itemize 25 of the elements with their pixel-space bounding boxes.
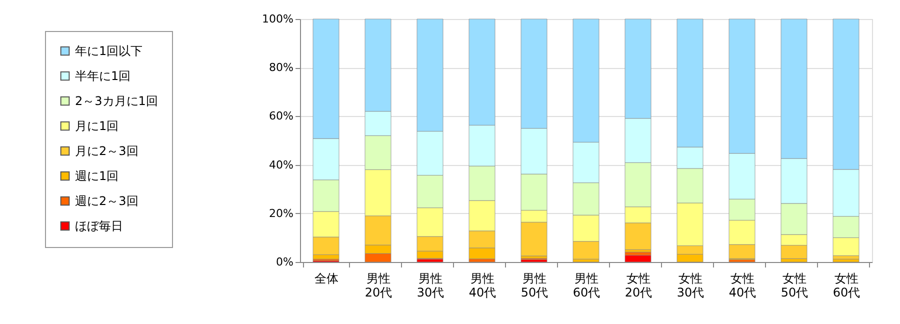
y-tick-label: 80% [269, 61, 294, 74]
legend-label: 月に1回 [75, 119, 119, 133]
x-tick-label: 女性 30代 [676, 272, 704, 300]
x-tick-label: 全体 [314, 272, 338, 286]
x-tick-label: 男性 50代 [520, 272, 548, 300]
legend-label: 週に1回 [75, 169, 119, 183]
x-tick-label: 女性 60代 [832, 272, 860, 300]
legend-label: 週に2～3回 [75, 194, 138, 208]
legend-label: 月に2～3回 [75, 144, 138, 158]
legend-label: 半年に1回 [75, 69, 131, 83]
y-tick-label: 60% [269, 110, 294, 123]
x-tick-label: 男性 60代 [572, 272, 600, 300]
x-tick-label: 男性 20代 [364, 272, 392, 300]
y-tick-label: 0% [276, 256, 294, 268]
x-tick-label: 女性 20代 [624, 272, 652, 300]
x-tick-label: 男性 30代 [416, 272, 444, 300]
x-tick-label: 女性 50代 [780, 272, 808, 300]
x-tick-label: 女性 40代 [728, 272, 756, 300]
y-tick-label: 100% [262, 12, 294, 26]
legend-label: 年に1回以下 [75, 44, 143, 58]
legend-label: 2～3カ月に1回 [75, 94, 158, 108]
y-tick-label: 40% [269, 158, 294, 172]
legend-label: ほぼ毎日 [75, 219, 123, 233]
y-tick-label: 20% [269, 206, 294, 220]
x-tick-label: 男性 40代 [468, 272, 496, 300]
